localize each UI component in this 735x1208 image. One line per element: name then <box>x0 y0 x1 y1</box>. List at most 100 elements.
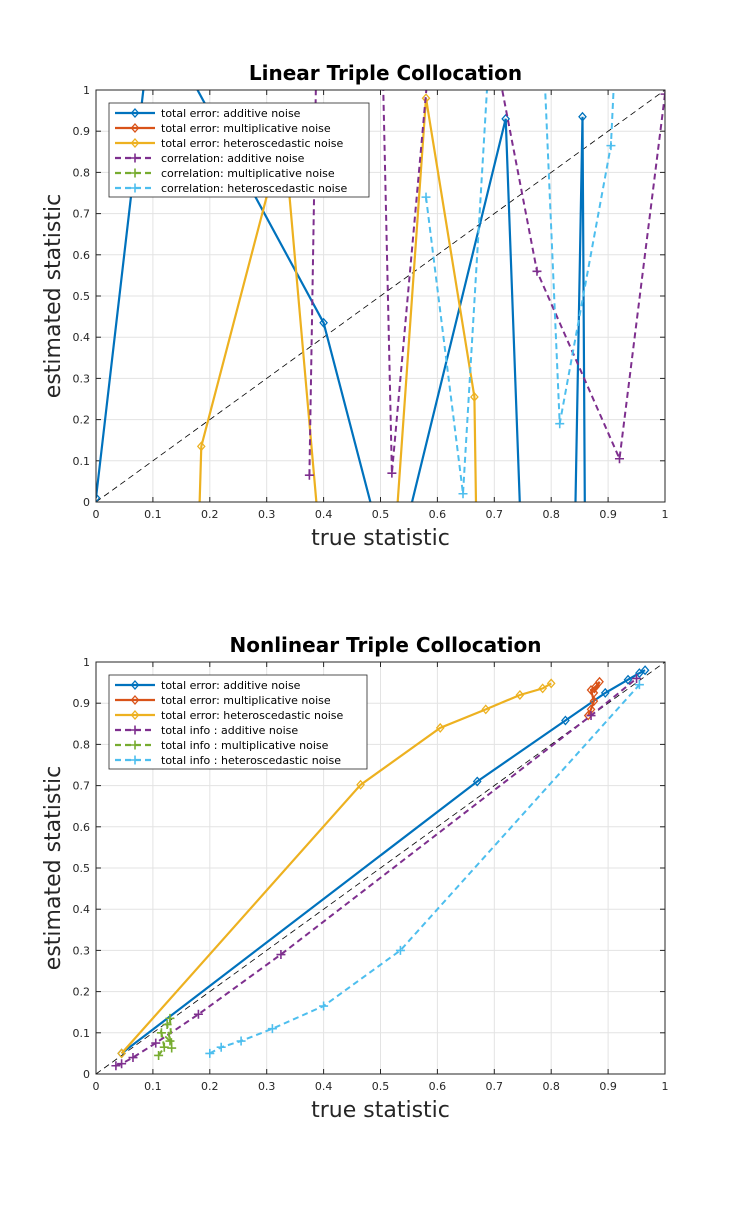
data-point <box>660 90 665 99</box>
data-point <box>167 1043 177 1053</box>
data-point <box>532 266 542 276</box>
x-tick-label: 0.7 <box>486 508 504 521</box>
legend-label: correlation: additive noise <box>161 152 305 165</box>
data-point <box>319 1001 329 1011</box>
legend-marker <box>130 138 140 148</box>
data-point <box>304 470 314 480</box>
y-tick-label: 0.9 <box>73 125 91 138</box>
x-tick-label: 0.4 <box>315 1080 333 1093</box>
legend-label: total error: heteroscedastic noise <box>161 137 344 150</box>
data-point <box>387 468 397 478</box>
chart-title: Nonlinear Triple Collocation <box>229 633 541 657</box>
series-line <box>120 669 646 1055</box>
data-point <box>236 1036 246 1046</box>
x-tick-label: 0 <box>93 1080 100 1093</box>
series-line <box>115 677 638 1067</box>
data-point <box>156 1028 166 1038</box>
y-tick-label: 0.1 <box>73 455 91 468</box>
data-point <box>634 680 644 690</box>
legend-label: total error: additive noise <box>161 679 301 692</box>
x-axis-label: true statistic <box>311 1098 450 1123</box>
y-tick-label: 0.2 <box>73 986 91 999</box>
data-point <box>117 1048 126 1059</box>
axes-box <box>95 661 666 1075</box>
data-point <box>586 711 596 721</box>
legend-label: total error: heteroscedastic noise <box>161 709 344 722</box>
y-tick-label: 1 <box>83 84 90 97</box>
data-point <box>501 113 511 124</box>
y-tick-label: 0.6 <box>73 249 91 262</box>
legend-marker <box>130 680 140 690</box>
chart-1: 0 0.1 0.2 0.3 0.4 0.5 0.6 0.7 0.8 0.9 1 0 0.1 0.2 0.3 0… <box>41 61 669 551</box>
data-point <box>96 492 101 502</box>
y-tick-label: 0.5 <box>73 290 91 303</box>
data-point <box>635 668 644 679</box>
y-tick-label: 0.4 <box>73 331 91 344</box>
data-point <box>515 689 525 700</box>
legend-box <box>108 674 368 770</box>
legend-box <box>108 102 370 198</box>
x-tick-label: 0.5 <box>372 1080 390 1093</box>
legend-marker <box>130 183 140 193</box>
series-line <box>587 681 601 717</box>
legend-label: total info : additive noise <box>161 724 298 737</box>
y-tick-label: 0.2 <box>73 414 91 427</box>
data-point <box>151 1038 161 1048</box>
data-point <box>128 1053 138 1063</box>
data-point <box>632 673 642 683</box>
data-point <box>205 1048 215 1058</box>
series-line <box>308 90 665 476</box>
series-line <box>120 682 552 1055</box>
data-point <box>165 1013 175 1023</box>
x-tick-label: 0.8 <box>542 508 560 521</box>
data-point <box>117 1059 127 1069</box>
legend-label: total error: additive noise <box>161 107 301 120</box>
data-point <box>623 674 633 685</box>
y-axis-label: estimated statistic <box>41 194 66 398</box>
series-group <box>111 665 650 1071</box>
legend-marker <box>130 108 140 118</box>
x-tick-label: 0.2 <box>201 1080 219 1093</box>
x-tick-label: 0 <box>93 508 100 521</box>
data-point <box>600 687 610 698</box>
x-tick-label: 0.9 <box>599 508 617 521</box>
x-tick-label: 0.8 <box>542 1080 560 1093</box>
data-point <box>216 1042 226 1052</box>
axes-box <box>95 89 666 503</box>
data-point <box>276 950 286 960</box>
y-tick-label: 0 <box>83 1068 90 1081</box>
legend-marker <box>130 123 140 133</box>
legend-marker <box>130 725 140 735</box>
legend-marker <box>130 153 140 163</box>
x-tick-label: 1 <box>662 1080 669 1093</box>
data-point <box>481 704 491 715</box>
y-tick-label: 0.7 <box>73 208 91 221</box>
series-line <box>198 98 478 502</box>
x-tick-label: 0.3 <box>258 1080 276 1093</box>
y-tick-label: 0.8 <box>73 738 91 751</box>
legend-label: total error: multiplicative noise <box>161 694 331 707</box>
data-point <box>578 111 587 122</box>
x-tick-label: 0.6 <box>429 1080 447 1093</box>
x-tick-label: 0.1 <box>144 1080 162 1093</box>
y-tick-label: 0.9 <box>73 697 91 710</box>
legend-label: total error: multiplicative noise <box>161 122 331 135</box>
legend-label: total info : heteroscedastic noise <box>161 754 341 767</box>
y-tick-label: 0 <box>83 496 90 509</box>
x-tick-label: 0.7 <box>486 1080 504 1093</box>
y-tick-label: 0.3 <box>73 372 91 385</box>
data-point <box>595 676 604 687</box>
legend-label: correlation: multiplicative noise <box>161 167 335 180</box>
data-point <box>154 1050 164 1060</box>
data-point <box>111 1061 121 1071</box>
chart-title: Linear Triple Collocation <box>249 61 522 85</box>
data-point <box>421 192 431 202</box>
data-point <box>640 665 650 676</box>
data-point <box>614 454 624 464</box>
data-point <box>458 489 468 499</box>
x-tick-label: 0.4 <box>315 508 333 521</box>
data-point <box>319 317 328 328</box>
x-tick-label: 0.3 <box>258 508 276 521</box>
identity-line <box>95 89 666 503</box>
